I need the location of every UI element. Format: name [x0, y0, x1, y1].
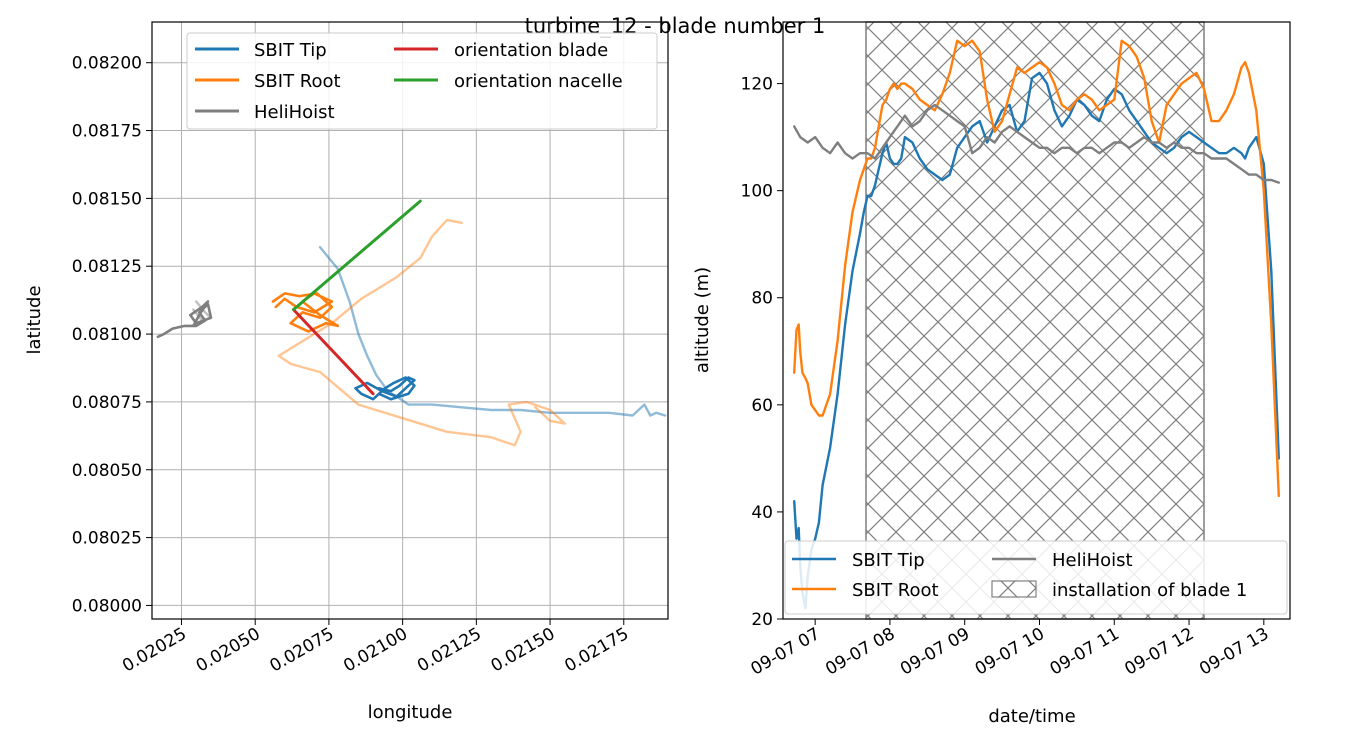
map-x-tick-label: 0.02025	[119, 624, 190, 676]
map-y-tick-label: 0.08175	[72, 122, 142, 142]
map-legend-sbit-tip: SBIT Tip	[254, 40, 327, 61]
helihoist-altitude-line	[793, 103, 1281, 184]
altitude-lines	[793, 39, 1281, 610]
map-x-tick-label: 0.02150	[488, 624, 559, 676]
map-y-axis-label: latitude	[24, 285, 45, 354]
altitude-legend-sbit-tip: SBIT Tip	[852, 550, 925, 571]
altitude-hatched-region	[865, 21, 1205, 620]
altitude-x-tick-label: 09-07 08	[822, 624, 898, 680]
map-axes-frame	[151, 21, 669, 620]
map-x-tick-label: 0.02075	[267, 624, 338, 676]
altitude-x-tick-label: 09-07 09	[897, 624, 973, 680]
map-x-tick-label: 0.02175	[561, 624, 632, 676]
altitude-x-tick-label: 09-07 10	[972, 624, 1048, 680]
map-sbit-tip-line	[354, 376, 416, 401]
altitude-x-tick-label: 09-07 11	[1047, 624, 1123, 680]
map-legend-sbit-root: SBIT Root	[254, 71, 341, 92]
altitude-y-axis-label: altitude (m)	[692, 267, 713, 373]
altitude-y-tick-label: 60	[751, 396, 773, 416]
map-y-tick-label: 0.08100	[72, 325, 142, 345]
altitude-legend-installation: installation of blade 1	[1052, 580, 1247, 601]
map-sbit-root-line	[271, 292, 340, 333]
map-x-tick-label: 0.02100	[340, 624, 411, 676]
map-y-tick-label: 0.08200	[72, 54, 142, 74]
map-y-tick-label: 0.08125	[72, 257, 142, 277]
installation-region	[865, 21, 1205, 620]
map-y-tick-label: 0.08150	[72, 189, 142, 209]
altitude-legend-swatch-installation	[991, 580, 1037, 598]
map-helihoist-line	[156, 300, 213, 339]
map-orientation-blade-line	[292, 308, 375, 396]
altitude-y-tick-label: 80	[751, 289, 773, 309]
map-legend-orientation-blade: orientation blade	[454, 40, 608, 61]
map-legend: SBIT Tip SBIT Root HeliHoist orientation…	[186, 32, 658, 130]
altitude-legend-helihoist: HeliHoist	[1052, 550, 1133, 571]
altitude-legend-box	[784, 540, 1288, 615]
altitude-y-tick-label: 100	[741, 182, 773, 202]
altitude-y-tick-label: 120	[741, 75, 773, 95]
altitude-axes-frame	[782, 21, 1291, 620]
altitude-x-tick-label: 09-07 13	[1196, 624, 1272, 680]
map-orientation-nacelle-line	[292, 199, 422, 312]
map-y-tick-label: 0.08025	[72, 529, 142, 549]
altitude-x-tick-label: 09-07 12	[1121, 624, 1197, 680]
map-faded-track-1-line	[318, 245, 667, 417]
map-legend-orientation-nacelle: orientation nacelle	[454, 71, 623, 92]
map-lines	[156, 199, 667, 447]
sbit-tip-altitude-line	[793, 71, 1281, 610]
map-y-tick-label: 0.08050	[72, 461, 142, 481]
map-x-tick-label: 0.02050	[193, 624, 264, 676]
altitude-x-axis-label: date/time	[988, 706, 1075, 727]
altitude-y-tick-label: 40	[751, 503, 773, 523]
map-ticks: 0.02025 0.02050 0.02075 0.02100 0.02125 0.021…	[72, 54, 633, 677]
map-y-tick-label: 0.08000	[72, 596, 142, 616]
altitude-y-tick-label: 20	[751, 610, 773, 630]
altitude-legend: SBIT Tip SBIT Root HeliHoist installatio…	[784, 540, 1288, 615]
altitude-legend-sbit-root: SBIT Root	[852, 580, 939, 601]
map-x-tick-label: 0.02125	[414, 624, 485, 676]
map-legend-helihoist: HeliHoist	[254, 102, 335, 123]
sbit-root-altitude-line	[793, 39, 1281, 498]
map-faded-track-5-line	[192, 300, 213, 322]
map-chart: 0.02025 0.02050 0.02075 0.02100 0.02125 0.021…	[24, 21, 669, 723]
map-faded-track-3-line	[277, 218, 566, 447]
altitude-x-tick-label: 09-07 07	[747, 624, 823, 680]
map-x-axis-label: longitude	[368, 702, 453, 723]
map-y-tick-label: 0.08075	[72, 393, 142, 413]
